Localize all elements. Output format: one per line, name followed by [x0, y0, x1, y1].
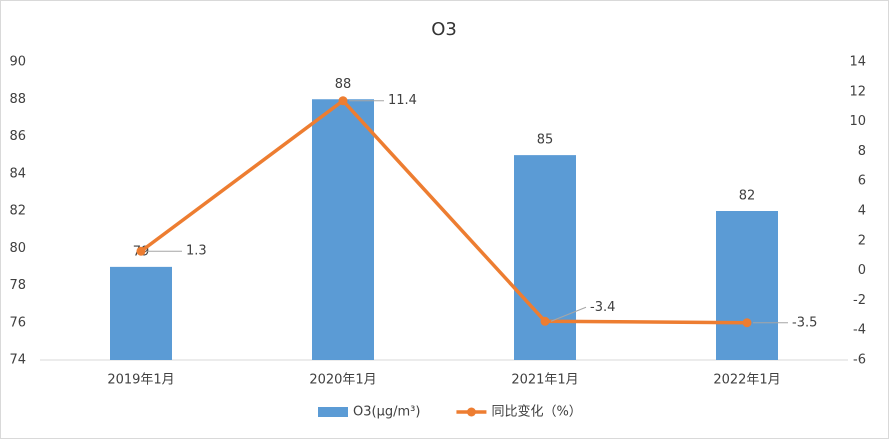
bar-value-label: 85: [537, 133, 554, 148]
y2-tick-label: 12: [849, 84, 866, 99]
y-tick-label: 86: [9, 129, 26, 144]
y2-tick-label: 10: [849, 114, 866, 129]
y-tick-label: 78: [9, 278, 26, 293]
y2-tick-label: -4: [853, 323, 866, 338]
legend-swatch: [318, 407, 348, 417]
line-marker: [136, 246, 146, 256]
bar: [312, 99, 374, 360]
line: [139, 98, 748, 325]
y-tick-label: 84: [9, 166, 26, 181]
y-tick-label: 90: [9, 55, 26, 70]
y2-tick-label: 0: [858, 263, 866, 278]
x-tick-label: 2019年1月: [107, 373, 174, 388]
x-tick-label: 2022年1月: [713, 373, 780, 388]
line-marker: [540, 316, 550, 326]
bar-value-label: 88: [335, 77, 352, 92]
y2-tick-label: -2: [853, 293, 866, 308]
line-value-label: -3.4: [590, 300, 615, 315]
bar: [716, 211, 778, 360]
y-tick-label: 76: [9, 315, 26, 330]
y-tick-label: 80: [9, 241, 26, 256]
line-value-label: -3.5: [792, 315, 817, 330]
legend-swatch: [466, 407, 476, 417]
y2-tick-label: 14: [849, 55, 866, 70]
bar: [514, 155, 576, 360]
legend-label: O3(μg/m³): [353, 405, 420, 420]
x-tick-label: 2020年1月: [309, 373, 376, 388]
y-tick-label: 74: [9, 353, 26, 368]
bar-value-label: 82: [739, 189, 756, 204]
y2-tick-label: 6: [858, 174, 866, 189]
legend-label: 同比变化（%）: [491, 404, 581, 420]
line-value-label: 11.4: [388, 93, 417, 108]
leader-line: [550, 306, 587, 322]
y2-tick-label: 4: [858, 204, 866, 219]
y2-tick-label: 2: [858, 233, 866, 248]
bar: [110, 266, 172, 360]
chart-title: O3: [431, 19, 457, 40]
y-tick-label: 82: [9, 204, 26, 219]
line-marker: [742, 318, 752, 328]
y-tick-label: 88: [9, 92, 26, 107]
y2-tick-label: 8: [858, 144, 866, 159]
x-tick-label: 2021年1月: [511, 373, 578, 388]
line-value-label: 1.3: [186, 244, 207, 259]
y2-tick-label: -6: [853, 353, 866, 368]
line-marker: [338, 96, 348, 106]
